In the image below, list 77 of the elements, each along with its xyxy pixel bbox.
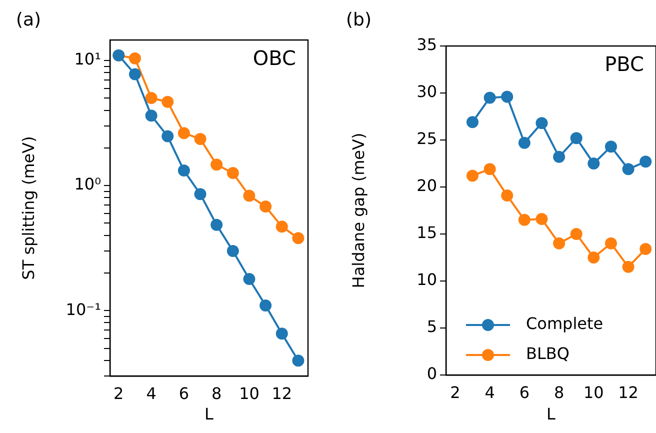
point — [640, 243, 652, 256]
annotation: PBC — [604, 52, 644, 76]
x-axis-title: L — [204, 404, 214, 424]
point — [553, 150, 566, 163]
y-tick-label: 20 — [416, 176, 437, 196]
point — [145, 92, 158, 104]
point — [292, 354, 304, 367]
chart-title: (b) — [346, 10, 372, 31]
point — [194, 188, 206, 200]
y-tick-label: 0 — [426, 364, 437, 384]
x-tick-label: 10 — [583, 382, 604, 402]
point — [501, 189, 514, 202]
point — [145, 110, 158, 122]
point — [553, 237, 566, 250]
legend-label: Complete — [526, 314, 604, 334]
point — [128, 68, 141, 80]
x-tick-label: 2 — [114, 384, 124, 403]
point — [466, 170, 478, 182]
point — [243, 273, 256, 286]
point — [501, 90, 514, 103]
point — [260, 299, 272, 312]
chart-title: (a) — [16, 10, 42, 31]
point — [640, 156, 652, 168]
point — [570, 228, 582, 240]
point — [570, 132, 582, 144]
x-tick-label: 12 — [272, 384, 292, 403]
point — [292, 232, 304, 244]
point — [226, 244, 239, 257]
y-tick-label: 10⁰ — [74, 174, 101, 194]
x-tick-label: 10 — [239, 384, 260, 403]
point — [243, 190, 256, 202]
point — [162, 96, 174, 108]
x-tick-label: 8 — [211, 384, 222, 403]
point — [260, 200, 272, 213]
x-axis-title: L — [546, 404, 556, 424]
point — [276, 328, 288, 340]
x-tick-label: 4 — [146, 384, 156, 403]
x-tick-label: 6 — [519, 382, 530, 402]
point — [588, 252, 600, 264]
y-tick-label: 30 — [416, 82, 437, 102]
x-tick-label: 12 — [618, 382, 638, 402]
point — [162, 130, 174, 142]
x-tick-label: 2 — [450, 382, 460, 402]
point — [536, 212, 548, 225]
point — [484, 163, 496, 176]
point — [588, 158, 600, 170]
y-tick-label: 25 — [416, 129, 437, 148]
x-tick-label: 4 — [484, 382, 495, 402]
x-tick-label: 8 — [554, 382, 564, 402]
point — [604, 140, 617, 153]
point — [128, 52, 141, 64]
point — [536, 117, 548, 130]
x-tick-label: 6 — [178, 384, 190, 403]
point — [276, 220, 288, 233]
y-tick-label: 10 — [416, 270, 437, 290]
point — [226, 167, 239, 180]
point — [622, 163, 634, 176]
y-tick-label: 10¹ — [74, 50, 101, 69]
point — [484, 92, 496, 104]
y-tick-label: 35 — [416, 35, 437, 54]
point — [178, 164, 190, 177]
point — [518, 136, 530, 149]
y-axis-title: Haldane gap (meV) — [348, 132, 368, 288]
legend-label: BLBQ — [526, 344, 570, 364]
y-tick-label: 10⁻¹ — [66, 300, 101, 319]
point — [622, 260, 634, 273]
point — [518, 214, 530, 226]
annotation: OBC — [252, 46, 296, 70]
y-tick-label: 5 — [426, 317, 437, 336]
point — [210, 158, 223, 171]
y-tick-label: 15 — [416, 223, 437, 242]
point — [178, 127, 190, 140]
point — [604, 237, 617, 250]
y-axis-title: ST splitting (meV) — [18, 136, 38, 280]
point — [210, 218, 223, 231]
point — [194, 132, 206, 145]
point — [466, 116, 478, 128]
